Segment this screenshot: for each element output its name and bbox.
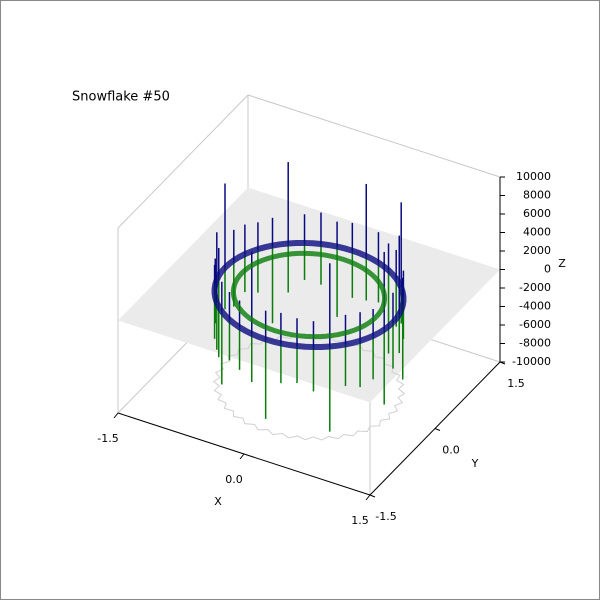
z-axis-label: Z — [558, 257, 566, 270]
z-tick-label: 10000 — [516, 170, 551, 183]
x-tick-label: 0.0 — [225, 473, 243, 486]
ring — [211, 239, 407, 351]
z-tick-label: -2000 — [519, 281, 551, 294]
x-tick-label: 1.5 — [351, 514, 369, 527]
x-tick — [365, 494, 371, 501]
z-tick-label: 0 — [544, 263, 551, 276]
z-tick-label: -4000 — [519, 300, 551, 313]
z-tick-label: 6000 — [523, 207, 551, 220]
y-tick-label: 1.5 — [507, 377, 525, 390]
z-tick-label: 2000 — [523, 244, 551, 257]
frame-edge — [117, 94, 249, 229]
z-tick-label: 4000 — [523, 226, 551, 239]
z-tick-label: 8000 — [523, 189, 551, 202]
x-tick — [239, 453, 245, 460]
frame-edge — [247, 94, 501, 178]
zero-plane — [118, 187, 500, 403]
y-tick — [369, 494, 376, 498]
x-tick — [113, 412, 119, 419]
y-tick — [434, 428, 441, 431]
x-tick-label: -1.5 — [97, 432, 118, 445]
inner-ring — [230, 250, 388, 340]
y-tick-label: -1.5 — [375, 510, 396, 523]
x-axis-label: X — [214, 495, 222, 508]
y-axis-label: Y — [471, 457, 479, 470]
chart-title: Snowflake #50 — [72, 90, 170, 105]
y-tick-label: 0.0 — [442, 444, 460, 457]
z-tick-label: -10000 — [512, 355, 551, 368]
z-tick-label: -6000 — [519, 318, 551, 331]
z-tick-label: -8000 — [519, 337, 551, 350]
